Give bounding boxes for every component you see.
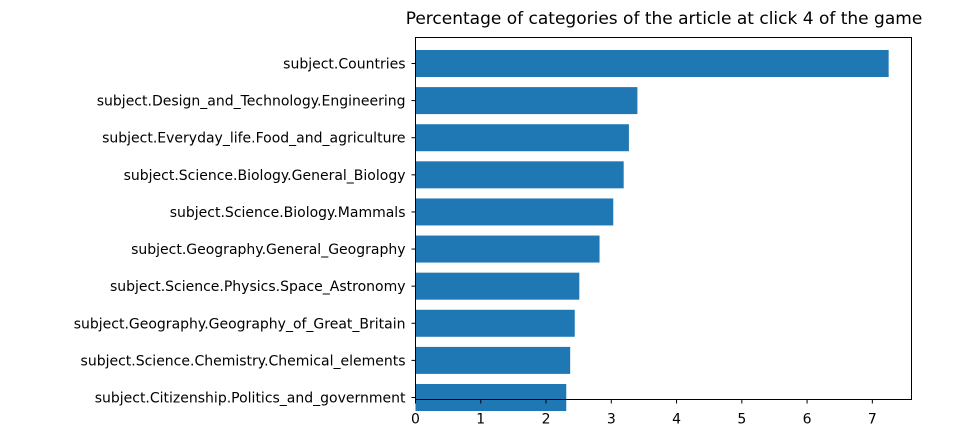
x-tick-label: 1 xyxy=(476,412,485,428)
x-tick-label: 5 xyxy=(737,412,746,428)
bar xyxy=(415,346,571,374)
x-tick-label: 6 xyxy=(803,412,812,428)
y-tick-label: subject.Geography.General_Geography xyxy=(131,242,405,258)
chart-title: Percentage of categories of the article … xyxy=(406,9,923,29)
x-tick-label: 4 xyxy=(672,412,681,428)
bar xyxy=(415,309,575,337)
y-tick-label: subject.Science.Biology.Mammals xyxy=(170,205,406,221)
x-tick-label: 7 xyxy=(868,412,877,428)
y-tick-label: subject.Science.Biology.General_Biology xyxy=(124,168,406,184)
bars-layer xyxy=(415,50,889,411)
bar xyxy=(415,384,567,411)
bar xyxy=(415,198,614,226)
x-tick-label: 0 xyxy=(411,412,420,428)
y-tick-label: subject.Countries xyxy=(283,57,405,73)
plot-frame xyxy=(415,37,912,400)
y-tick-label: subject.Science.Physics.Space_Astronomy xyxy=(110,279,406,295)
bar xyxy=(415,124,629,152)
y-tick-label: subject.Everyday_life.Food_and_agricultu… xyxy=(102,131,405,147)
bar xyxy=(415,272,580,300)
x-tick-label: 2 xyxy=(542,412,551,428)
y-tick-label: subject.Science.Chemistry.Chemical_eleme… xyxy=(81,353,406,369)
y-tick-labels: subject.Countries subject.Design_and_Tech… xyxy=(74,57,416,407)
x-axis: 0 1 2 3 4 5 6 7 xyxy=(411,399,877,428)
bar xyxy=(415,50,889,77)
bar xyxy=(415,161,624,189)
x-tick-label: 3 xyxy=(607,412,616,428)
y-tick-label: subject.Design_and_Technology.Engineerin… xyxy=(97,94,406,110)
y-tick-label: subject.Geography.Geography_of_Great_Bri… xyxy=(74,316,406,332)
bar xyxy=(415,235,600,263)
bar xyxy=(415,87,638,115)
y-tick-label: subject.Citizenship.Politics_and_governm… xyxy=(95,391,406,407)
